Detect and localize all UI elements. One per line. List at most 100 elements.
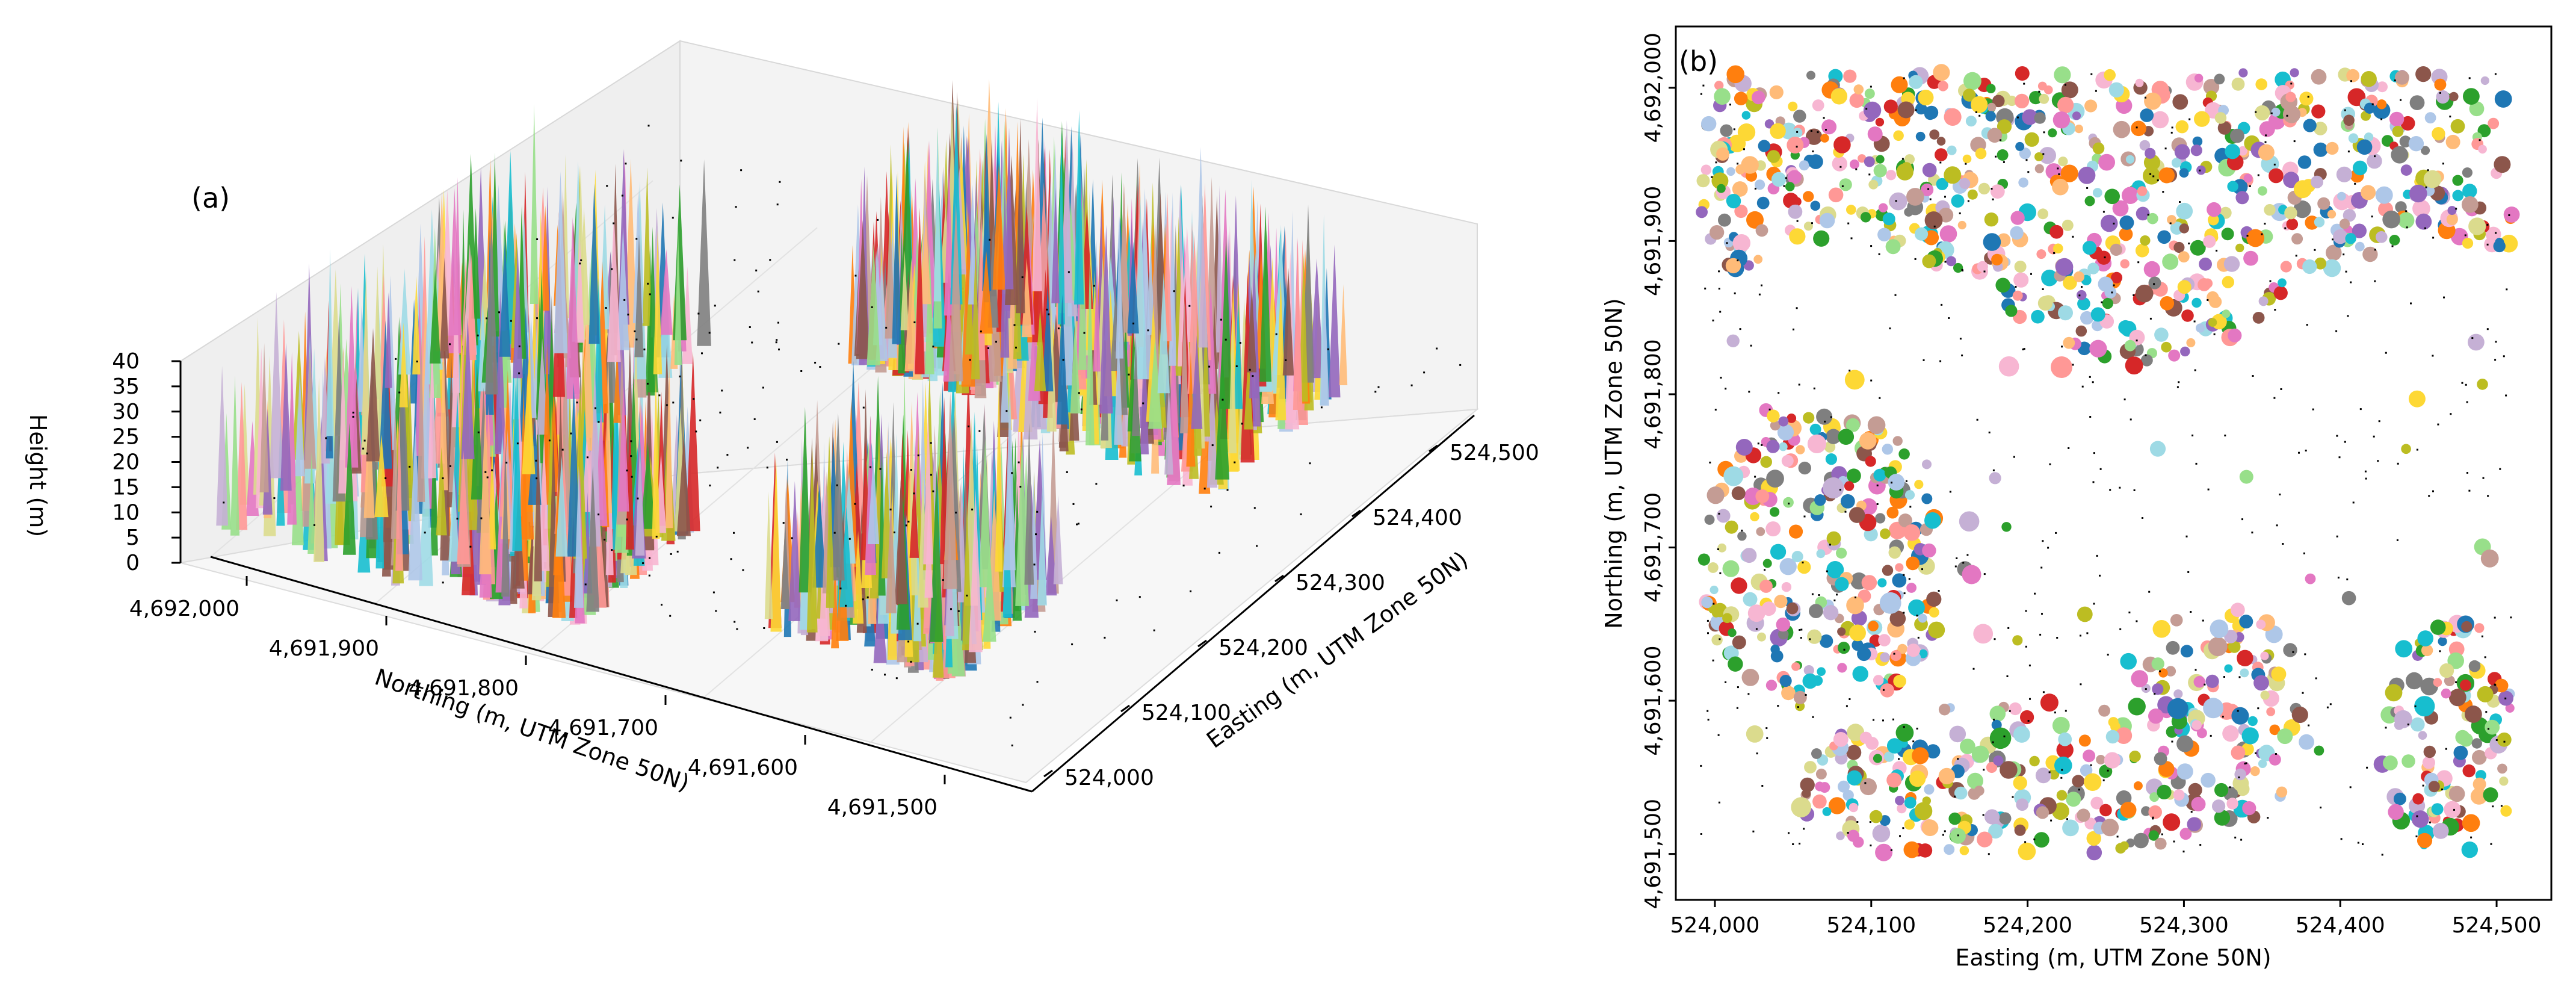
- tree-crown: [2034, 152, 2043, 161]
- unsegmented-point: [2182, 851, 2185, 853]
- tree-crown: [2074, 125, 2083, 134]
- unsegmented-point: [747, 447, 749, 449]
- tree-crown: [1873, 164, 1887, 178]
- tree-crown: [2472, 749, 2487, 765]
- unsegmented-point: [871, 306, 873, 308]
- unsegmented-point: [2494, 73, 2497, 75]
- unsegmented-point: [2416, 448, 2418, 451]
- unsegmented-point: [2346, 578, 2349, 581]
- unsegmented-point: [1957, 758, 1959, 760]
- unsegmented-point: [634, 330, 636, 332]
- tree-3d: [915, 208, 925, 374]
- unsegmented-point: [1128, 373, 1130, 376]
- tree-crown: [2131, 120, 2146, 137]
- unsegmented-point: [819, 366, 821, 368]
- tree-crown: [2052, 111, 2071, 129]
- tree-crown: [1885, 239, 1901, 255]
- tree-3d: [971, 246, 980, 380]
- tree-3d: [640, 442, 655, 529]
- easting-tick-label: 524,300: [1296, 571, 1385, 595]
- unsegmented-point: [862, 598, 864, 601]
- unsegmented-point: [1905, 480, 1907, 482]
- tree-crown: [2355, 241, 2365, 252]
- tree-crown: [1842, 790, 1854, 801]
- tree-crown: [1752, 90, 1765, 105]
- unsegmented-point: [2441, 789, 2443, 790]
- tree-3d: [488, 439, 496, 550]
- tree-crown: [1869, 810, 1883, 823]
- y-tick-label: 4,692,000: [1641, 33, 1666, 143]
- unsegmented-point: [966, 594, 968, 597]
- tree-crown: [2246, 229, 2265, 247]
- tree-crown: [1765, 521, 1781, 537]
- unsegmented-point: [1889, 327, 1891, 330]
- tree-crown: [2180, 645, 2193, 658]
- tree-crown: [2191, 297, 2202, 308]
- unsegmented-point: [1285, 359, 1287, 361]
- tree-crown: [2217, 121, 2232, 135]
- tree-crown: [2013, 272, 2029, 288]
- unsegmented-point: [2153, 283, 2155, 285]
- tree-crown: [2037, 208, 2049, 220]
- tree-3d: [567, 383, 581, 557]
- unsegmented-point: [1927, 188, 1930, 190]
- tree-crown: [1948, 812, 1961, 825]
- tree-crown: [1971, 745, 1989, 763]
- unsegmented-point: [905, 524, 907, 527]
- y-axis-label: Northing (m, UTM Zone 50N): [1601, 298, 1627, 628]
- z-tick-label: 15: [112, 475, 140, 500]
- tree-crown: [2208, 318, 2217, 327]
- tree-crown: [1993, 755, 2004, 766]
- unsegmented-point: [1707, 710, 1709, 712]
- tree-crown: [2468, 660, 2481, 672]
- unsegmented-point: [442, 581, 444, 584]
- tree-crown: [1846, 745, 1862, 760]
- tree-crown: [1886, 772, 1902, 788]
- unsegmented-point: [1818, 594, 1820, 596]
- tree-crown: [1853, 84, 1864, 95]
- tree-crown: [1987, 102, 1997, 112]
- tree-crown: [1924, 784, 1935, 795]
- unsegmented-point: [2234, 836, 2237, 838]
- tree-3d: [1220, 235, 1233, 409]
- unsegmented-point: [2494, 683, 2496, 686]
- tree-crown: [2421, 644, 2433, 657]
- unsegmented-point: [1802, 562, 1804, 563]
- tree-3d: [1114, 329, 1123, 445]
- tree-crown: [2039, 93, 2049, 104]
- unsegmented-point: [2057, 167, 2059, 170]
- tree-crown: [1816, 408, 1833, 425]
- isolated-tree: [2084, 773, 2102, 792]
- unsegmented-point: [708, 332, 711, 334]
- tree-crown: [2062, 219, 2074, 231]
- tree-crown: [2237, 649, 2253, 667]
- unsegmented-point: [630, 440, 632, 442]
- unsegmented-point: [1717, 548, 1719, 550]
- isolated-tree: [2222, 725, 2239, 742]
- unsegmented-point: [2293, 140, 2296, 143]
- unsegmented-point: [2188, 243, 2190, 244]
- unsegmented-point: [2145, 96, 2146, 99]
- unsegmented-point: [697, 312, 700, 315]
- unsegmented-point: [1901, 158, 1904, 160]
- tree-crown: [1876, 155, 1885, 164]
- unsegmented-point: [2053, 252, 2056, 254]
- unsegmented-point: [2270, 112, 2273, 114]
- unsegmented-point: [2374, 280, 2376, 282]
- unsegmented-point: [1982, 814, 1985, 816]
- unsegmented-point: [1954, 565, 1957, 568]
- tree-crown: [2278, 278, 2287, 288]
- tree-crown: [1898, 513, 1912, 528]
- tree-crown: [2392, 125, 2404, 137]
- unsegmented-point: [2012, 796, 2014, 798]
- unsegmented-point: [2267, 817, 2269, 819]
- tree-crown: [1865, 456, 1876, 467]
- tree-crown: [1779, 675, 1792, 687]
- tree-3d: [634, 234, 644, 358]
- unsegmented-point: [2490, 843, 2492, 845]
- unsegmented-point: [2080, 634, 2081, 637]
- tree-3d: [1057, 294, 1068, 425]
- unsegmented-point: [2178, 381, 2180, 383]
- tree-crown: [1770, 544, 1787, 560]
- tree-crown: [1954, 786, 1968, 800]
